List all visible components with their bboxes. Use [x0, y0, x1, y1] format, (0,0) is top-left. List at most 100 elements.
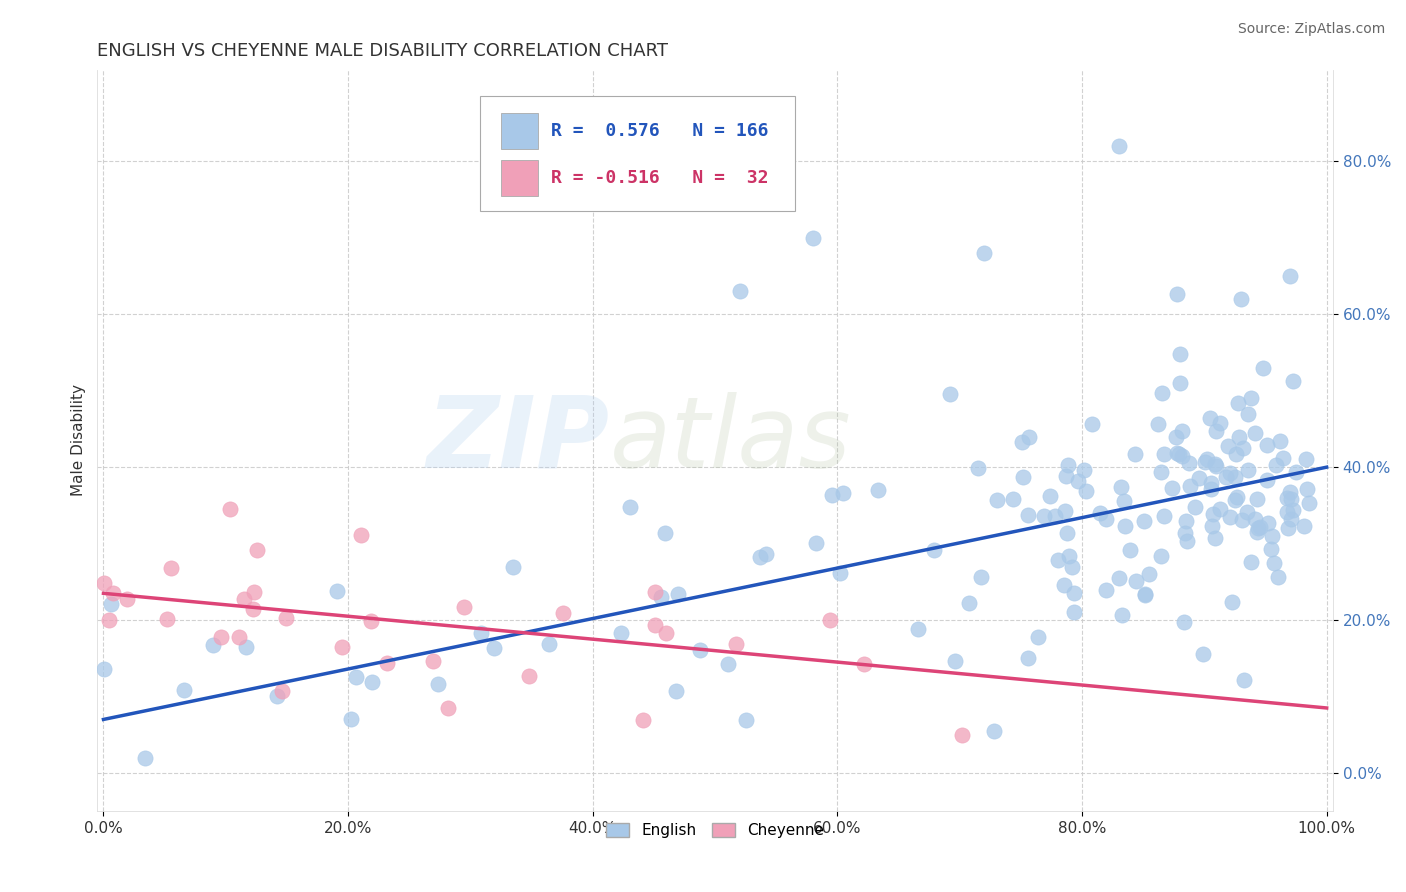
Point: [93, 576, 115, 591]
Point: [1149, 465, 1171, 479]
Point: [1067, 474, 1090, 488]
Point: [1201, 519, 1223, 533]
Point: [1223, 493, 1246, 508]
Point: [1073, 462, 1095, 476]
Point: [1236, 463, 1258, 477]
Point: [755, 547, 778, 561]
Point: [943, 654, 966, 668]
Point: [115, 592, 138, 607]
Point: [868, 483, 890, 497]
Point: [1175, 533, 1198, 548]
Point: [326, 584, 349, 599]
Point: [1277, 505, 1299, 519]
Point: [1063, 605, 1085, 619]
Point: [340, 713, 363, 727]
Point: [1081, 417, 1104, 431]
FancyBboxPatch shape: [481, 95, 796, 211]
Point: [1088, 506, 1111, 520]
Point: [666, 587, 689, 601]
Point: [689, 643, 711, 657]
Point: [1053, 504, 1076, 518]
Point: [1053, 578, 1076, 592]
Point: [1247, 521, 1270, 535]
Point: [103, 586, 125, 600]
Point: [1227, 430, 1250, 444]
Point: [1246, 491, 1268, 506]
Point: [1146, 417, 1168, 431]
Point: [1153, 509, 1175, 524]
Point: [1256, 438, 1278, 452]
Point: [650, 591, 672, 605]
Point: [1237, 407, 1260, 421]
Point: [1249, 520, 1271, 534]
Text: R = -0.516   N =  32: R = -0.516 N = 32: [551, 169, 768, 187]
Point: [1108, 571, 1130, 585]
Point: [1215, 470, 1237, 484]
Point: [950, 728, 973, 742]
Point: [98, 613, 121, 627]
Point: [349, 528, 371, 542]
Point: [1263, 556, 1285, 570]
Point: [1054, 468, 1077, 483]
Point: [360, 675, 382, 690]
Point: [1002, 492, 1025, 507]
Point: [1011, 435, 1033, 450]
Point: [1017, 650, 1039, 665]
Point: [1239, 555, 1261, 569]
Point: [1123, 447, 1146, 461]
Point: [665, 684, 688, 698]
Point: [242, 602, 264, 616]
Point: [957, 596, 980, 610]
Point: [134, 750, 156, 764]
Point: [1062, 560, 1084, 574]
Point: [422, 655, 444, 669]
Point: [1223, 469, 1246, 483]
Point: [644, 584, 666, 599]
Point: [1199, 476, 1222, 491]
Point: [939, 387, 962, 401]
Point: [1256, 474, 1278, 488]
Point: [1292, 519, 1315, 533]
Point: [1246, 525, 1268, 540]
Point: [725, 636, 748, 650]
Point: [1226, 490, 1249, 504]
Point: [1277, 521, 1299, 535]
Point: [1076, 484, 1098, 499]
Point: [1174, 514, 1197, 528]
Point: [453, 599, 475, 614]
Point: [1282, 502, 1305, 516]
Point: [1150, 549, 1173, 564]
Point: [1279, 492, 1302, 507]
Point: [1168, 347, 1191, 361]
Point: [156, 612, 179, 626]
Point: [228, 631, 250, 645]
Point: [1232, 441, 1254, 455]
Point: [1111, 608, 1133, 623]
Point: [1125, 574, 1147, 588]
Point: [1057, 549, 1080, 563]
Point: [1194, 454, 1216, 468]
Point: [1174, 526, 1197, 541]
Point: [436, 701, 458, 715]
FancyBboxPatch shape: [502, 161, 538, 195]
FancyBboxPatch shape: [502, 113, 538, 149]
Point: [1153, 447, 1175, 461]
Point: [1232, 513, 1254, 527]
Point: [1109, 480, 1132, 494]
Point: [1204, 457, 1226, 471]
Y-axis label: Male Disability: Male Disability: [72, 384, 86, 497]
Point: [1219, 466, 1241, 480]
Point: [209, 630, 232, 644]
Point: [907, 622, 929, 636]
Point: [1017, 508, 1039, 523]
Text: ZIP: ZIP: [427, 392, 610, 489]
Point: [375, 657, 398, 671]
Point: [619, 500, 641, 514]
Point: [1244, 512, 1267, 526]
Point: [1178, 456, 1201, 470]
Point: [832, 486, 855, 500]
Point: [242, 585, 264, 599]
Point: [631, 713, 654, 727]
Legend: English, Cheyenne: English, Cheyenne: [600, 817, 830, 845]
Point: [1230, 292, 1253, 306]
